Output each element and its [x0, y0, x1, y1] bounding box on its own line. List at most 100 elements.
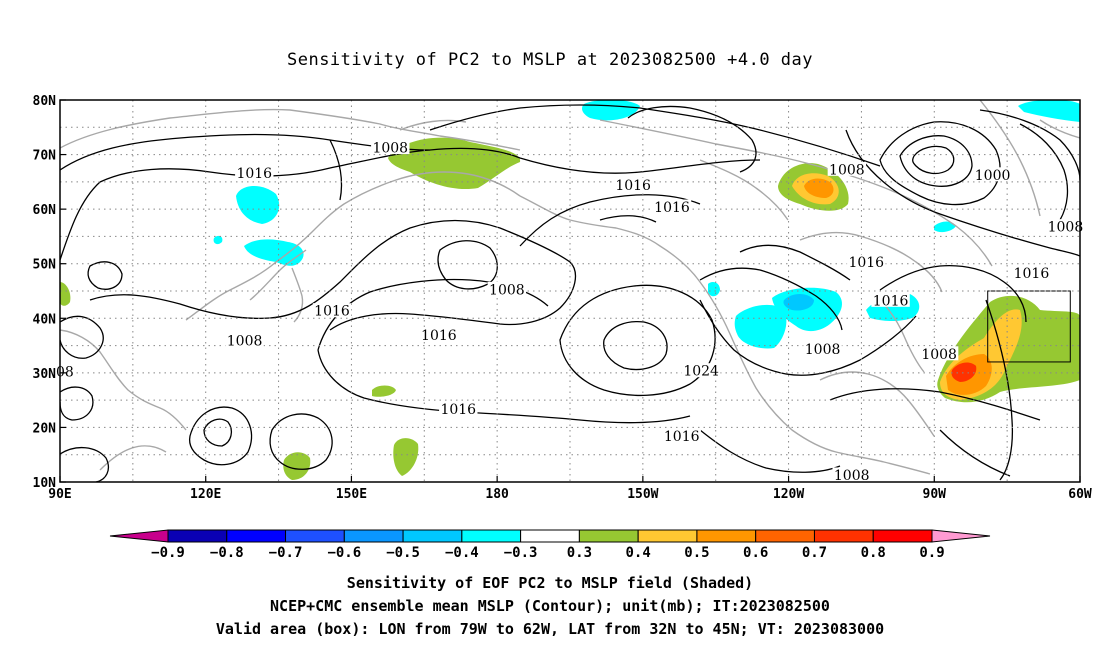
- contour-label: 1000: [975, 168, 1011, 184]
- contour-label: 1016: [615, 178, 651, 194]
- contour-label: 1008: [834, 468, 870, 484]
- contour-label: 1008: [829, 162, 865, 178]
- colorbar-label: −0.6: [327, 545, 361, 561]
- shade-positive-pacific-tiny: [283, 452, 311, 480]
- colorbar-label: 0.6: [743, 545, 768, 561]
- colorbar-label: 0.8: [861, 545, 886, 561]
- colorbar-label: 0.3: [567, 545, 592, 561]
- lat-tick-label: 20N: [33, 421, 57, 436]
- contour-label-bg: [662, 428, 701, 443]
- axis-ticks: 90E 120E 150E 180 150W 120W 90W 60W 80N 70N 60N 50N…: [33, 94, 1092, 502]
- contour-label-bg: [847, 254, 886, 269]
- footer-line-1: Sensitivity of EOF PC2 to MSLP field (Sh…: [346, 574, 754, 592]
- colorbar-swatch: [343, 529, 404, 543]
- colorbar-swatch: [755, 529, 815, 543]
- colorbar-swatch: [696, 529, 757, 543]
- contour-label: 1016: [664, 429, 700, 445]
- chart-title: Sensitivity of PC2 to MSLP at 2023082500…: [286, 50, 813, 70]
- contour-label: 1008: [227, 334, 263, 350]
- contour-label-bg: [487, 281, 527, 296]
- lat-tick-label: 70N: [33, 149, 57, 164]
- contour-label: 1008: [489, 282, 525, 298]
- mslp-contours: [60, 104, 1080, 482]
- colorbar-swatch: [578, 529, 639, 543]
- lon-tick-label: 60W: [1068, 487, 1092, 502]
- colorbar-swatch: [226, 529, 287, 543]
- contour-label: 1008: [1048, 220, 1084, 236]
- contour-label: 1016: [1014, 266, 1050, 282]
- shade-negative-asia: [236, 185, 280, 224]
- lat-tick-label: 40N: [33, 312, 57, 327]
- contour-label-bg: [613, 177, 653, 192]
- contour-label-bg: [419, 327, 459, 342]
- contour-label: 1016: [314, 304, 350, 320]
- colorbar-swatch: [813, 529, 874, 543]
- shade-positive-canada-max: [804, 178, 834, 198]
- contour-label-bg: [312, 303, 352, 318]
- shade-positive-pacific-small: [393, 438, 419, 476]
- contour-label: 1008: [805, 342, 841, 358]
- colorbar-label: −0.3: [504, 545, 538, 561]
- colorbar-label: −0.7: [269, 545, 303, 561]
- shade-negative-japan: [244, 239, 304, 266]
- lat-tick-label: 30N: [33, 367, 57, 382]
- colorbar-swatch: [520, 529, 580, 543]
- shade-negative-arctic-east: [1018, 100, 1080, 122]
- lon-tick-label: 90W: [923, 487, 947, 502]
- shade-positive-westedge: [60, 282, 71, 306]
- shade-negative-asia-small: [213, 235, 223, 245]
- shade-negative-na-central-core: [783, 294, 814, 311]
- colorbar-high-arrow: [931, 529, 991, 543]
- contour-label-bg: [1012, 265, 1051, 280]
- contour-label: 1016: [873, 293, 909, 309]
- coastlines: [60, 100, 1080, 475]
- colorbar-swatch: [285, 529, 345, 543]
- contour-label-bg: [919, 346, 959, 361]
- colorbar-label: −0.5: [386, 545, 420, 561]
- colorbar-label: 0.7: [802, 545, 827, 561]
- contour-label-bg: [439, 401, 478, 416]
- colorbar-swatch: [167, 529, 228, 543]
- contour-label-bg: [371, 140, 410, 155]
- lat-tick-label: 50N: [33, 258, 57, 273]
- contour-label: 1016: [236, 166, 272, 182]
- shade-positive-atlantic-max: [951, 362, 977, 382]
- colorbar-label: −0.4: [445, 545, 479, 561]
- contour-label-bg: [681, 363, 721, 378]
- contour-label-bg: [832, 467, 871, 482]
- colorbar-low-arrow: [109, 529, 169, 543]
- footer-line-2: NCEP+CMC ensemble mean MSLP (Contour); u…: [270, 597, 830, 615]
- contour-label: 1008: [372, 141, 408, 157]
- colorbar-label: −0.8: [210, 545, 244, 561]
- lon-tick-label: 120E: [190, 487, 221, 502]
- contour-label: 1016: [440, 402, 476, 418]
- colorbar-label: 0.4: [626, 545, 651, 561]
- lon-tick-label: 150E: [336, 487, 367, 502]
- contour-labels: 1008 1016 1016 1016 1008 1000 1008 1016 1008 1008…: [54, 140, 1085, 484]
- shade-negative-greenland: [934, 221, 956, 233]
- contour-label: 1016: [421, 328, 457, 344]
- contour-label: 1016: [848, 255, 884, 271]
- lon-tick-label: 180: [485, 487, 509, 502]
- contour-label: 1024: [683, 364, 719, 380]
- footer-line-3: Valid area (box): LON from 79W to 62W, L…: [215, 620, 885, 638]
- map-frame: [59, 99, 1081, 483]
- contour-label-bg: [225, 333, 264, 348]
- colorbar-swatch: [402, 529, 463, 543]
- lat-tick-label: 60N: [33, 203, 57, 218]
- colorbar-label: 0.5: [684, 545, 709, 561]
- colorbar-label: −0.9: [151, 545, 185, 561]
- lat-tick-label: 80N: [33, 94, 57, 109]
- shade-negative-na-west: [734, 304, 787, 349]
- contour-label-bg: [803, 341, 842, 356]
- contour-label-bg: [871, 292, 910, 307]
- shade-negative-na-small: [708, 282, 720, 297]
- colorbar-swatch: [461, 529, 522, 543]
- contour-label-bg: [827, 161, 867, 176]
- contour-label-bg: [973, 167, 1012, 182]
- lon-tick-label: 90E: [48, 487, 71, 502]
- lon-tick-label: 150W: [627, 487, 658, 502]
- shade-positive-mid-pacific: [372, 385, 396, 397]
